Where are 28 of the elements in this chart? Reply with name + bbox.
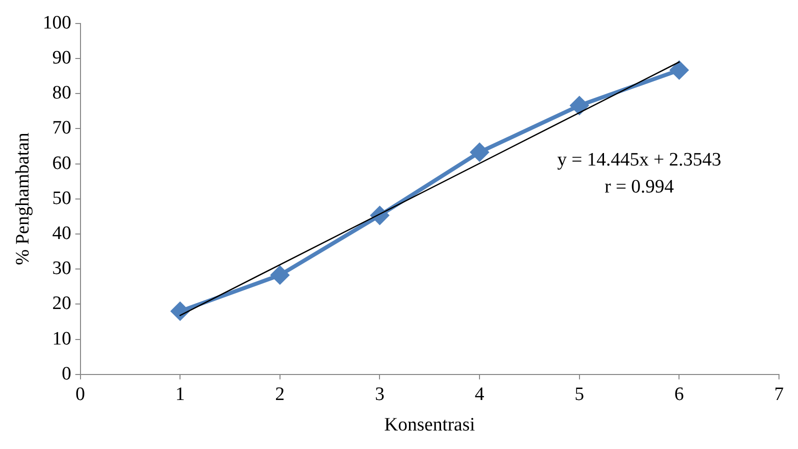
y-tick-label: 80	[52, 82, 72, 104]
annotation: y = 14.445x + 2.3543	[557, 149, 722, 170]
y-tick-label: 10	[52, 328, 72, 350]
x-axis-title: Konsentrasi	[384, 414, 476, 436]
point	[570, 96, 588, 115]
x-tick-label: 6	[674, 384, 684, 405]
point	[270, 266, 289, 284]
y-tick-label: 50	[52, 188, 72, 209]
y-tick-label: 90	[52, 47, 72, 68]
y-tick-label: 20	[52, 293, 72, 314]
x-tick-label: 3	[374, 384, 384, 405]
x-tick-label: 5	[574, 384, 584, 405]
point	[670, 61, 688, 80]
y-tick-label: 60	[52, 152, 72, 174]
x-tick-label: 7	[774, 384, 784, 405]
x-tick-label: 0	[76, 384, 86, 405]
y-tick-label: 40	[52, 222, 72, 244]
y-tick-label: 30	[52, 258, 72, 280]
x-tick-label: 4	[474, 384, 485, 405]
annotation: r = 0.994	[604, 176, 674, 198]
x-tick-label: 1	[175, 384, 185, 405]
y-tick-label: 70	[52, 118, 72, 139]
y-tick-label: 0	[62, 363, 72, 384]
point	[171, 302, 190, 320]
y-tick-label: 100	[42, 12, 72, 34]
point	[470, 143, 489, 162]
x-tick-label: 2	[275, 384, 285, 405]
y-axis-title: % Penghambatan	[12, 132, 34, 266]
